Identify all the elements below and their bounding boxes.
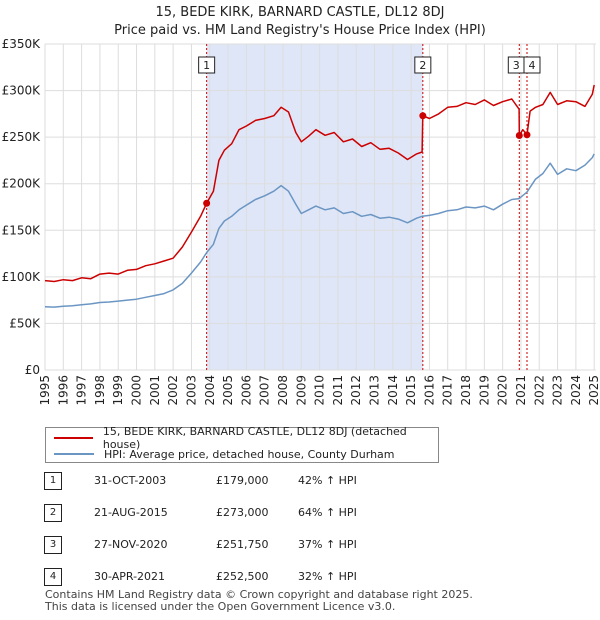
y-tick-label: £200K — [2, 177, 42, 191]
x-tick-label: 2024 — [569, 375, 583, 406]
x-tick-label: 2002 — [166, 375, 180, 406]
sale-marker-label: 1 — [203, 59, 210, 72]
table-row: 2 21-AUG-2015 £273,000 64% ↑ HPI — [44, 504, 444, 524]
y-tick-label: £100K — [2, 270, 42, 284]
x-tick-label: 1999 — [111, 375, 125, 406]
x-tick-label: 1996 — [56, 375, 70, 406]
x-tick-label: 2006 — [239, 375, 253, 406]
x-tick-label: 2000 — [130, 375, 144, 406]
sale-hpi-change: 64% ↑ HPI — [298, 506, 357, 519]
sale-point — [203, 199, 211, 207]
x-tick-label: 2019 — [477, 375, 491, 406]
sale-price: £273,000 — [216, 506, 269, 519]
sale-number-badge: 2 — [44, 504, 62, 522]
sale-date: 21-AUG-2015 — [94, 506, 168, 519]
x-tick-label: 2004 — [203, 375, 217, 406]
x-tick-label: 2009 — [294, 375, 308, 406]
sale-date: 27-NOV-2020 — [94, 538, 168, 551]
x-tick-label: 2018 — [459, 375, 473, 406]
x-tick-label: 2014 — [386, 375, 400, 406]
x-tick-label: 2016 — [422, 375, 436, 406]
footer-line-2: This data is licensed under the Open Gov… — [45, 600, 396, 613]
x-tick-label: 2008 — [276, 375, 290, 406]
sale-number-badge: 1 — [44, 472, 62, 490]
sale-point — [515, 132, 523, 140]
x-tick-label: 2015 — [404, 375, 418, 406]
legend-label-property: 15, BEDE KIRK, BARNARD CASTLE, DL12 8DJ … — [102, 425, 407, 451]
table-row: 1 31-OCT-2003 £179,000 42% ↑ HPI — [44, 472, 444, 492]
x-tick-label: 2022 — [532, 375, 546, 406]
sale-hpi-change: 32% ↑ HPI — [298, 570, 357, 583]
sale-price: £251,750 — [216, 538, 269, 551]
legend: 15, BEDE KIRK, BARNARD CASTLE, DL12 8DJ … — [45, 425, 439, 463]
x-tick-label: 1995 — [38, 375, 52, 406]
sale-marker-label: 4 — [528, 59, 535, 72]
sale-marker-box — [523, 56, 541, 74]
price-chart: 15, BEDE KIRK, BARNARD CASTLE, DL12 8DJ … — [2, 5, 600, 406]
series-line-hpi — [44, 153, 595, 308]
footer-line-1: Contains HM Land Registry data © Crown c… — [45, 588, 473, 601]
sale-number-badge: 4 — [44, 568, 62, 586]
x-tick-label: 1998 — [93, 375, 107, 406]
chart-title-line1: 15, BEDE KIRK, BARNARD CASTLE, DL12 8DJ — [155, 5, 444, 20]
x-tick-label: 2017 — [441, 375, 455, 406]
sale-marker-label: 3 — [513, 59, 520, 72]
x-tick-label: 2010 — [313, 375, 327, 406]
y-tick-label: £50K — [9, 316, 41, 330]
sale-hpi-change: 42% ↑ HPI — [298, 474, 357, 487]
table-row: 4 30-APR-2021 £252,500 32% ↑ HPI — [44, 568, 444, 588]
x-tick-label: 2020 — [496, 375, 510, 406]
x-tick-label: 2007 — [258, 375, 272, 406]
sale-date: 30-APR-2021 — [94, 570, 166, 583]
x-tick-label: 2025 — [587, 375, 600, 406]
x-tick-label: 2023 — [551, 375, 565, 406]
legend-label-hpi: HPI: Average price, detached house, Coun… — [104, 447, 395, 461]
sale-marker-box — [414, 56, 432, 74]
sale-price: £179,000 — [216, 474, 269, 487]
y-tick-label: £0 — [25, 363, 40, 377]
sale-price: £252,500 — [216, 570, 269, 583]
y-tick-label: £350K — [2, 37, 42, 51]
x-tick-label: 2021 — [514, 375, 528, 406]
y-tick-label: £250K — [2, 130, 42, 144]
sale-marker-label: 2 — [419, 59, 426, 72]
x-tick-label: 1997 — [75, 375, 89, 406]
legend-item-property: 15, BEDE KIRK, BARNARD CASTLE, DL12 8DJ … — [54, 425, 438, 451]
table-row: 3 27-NOV-2020 £251,750 37% ↑ HPI — [44, 536, 444, 556]
x-tick-label: 2005 — [221, 375, 235, 406]
legend-swatch-hpi — [54, 453, 94, 455]
x-tick-label: 2003 — [184, 375, 198, 406]
legend-swatch-property — [54, 437, 93, 439]
x-tick-label: 2013 — [368, 375, 382, 406]
sale-date: 31-OCT-2003 — [94, 474, 167, 487]
sale-hpi-change: 37% ↑ HPI — [298, 538, 357, 551]
chart-title-line2: Price paid vs. HM Land Registry's House … — [114, 23, 486, 38]
sale-point — [419, 112, 427, 120]
sale-point — [523, 131, 531, 139]
y-tick-label: £150K — [2, 223, 42, 237]
y-tick-label: £300K — [2, 84, 42, 98]
legend-item-hpi: HPI: Average price, detached house, Coun… — [54, 446, 395, 462]
sale-marker-box — [198, 56, 216, 74]
x-tick-label: 2011 — [331, 375, 345, 406]
x-tick-label: 2012 — [349, 375, 363, 406]
footer-attribution: Contains HM Land Registry data © Crown c… — [45, 589, 473, 613]
sale-number-badge: 3 — [44, 536, 62, 554]
x-tick-label: 2001 — [148, 375, 162, 406]
